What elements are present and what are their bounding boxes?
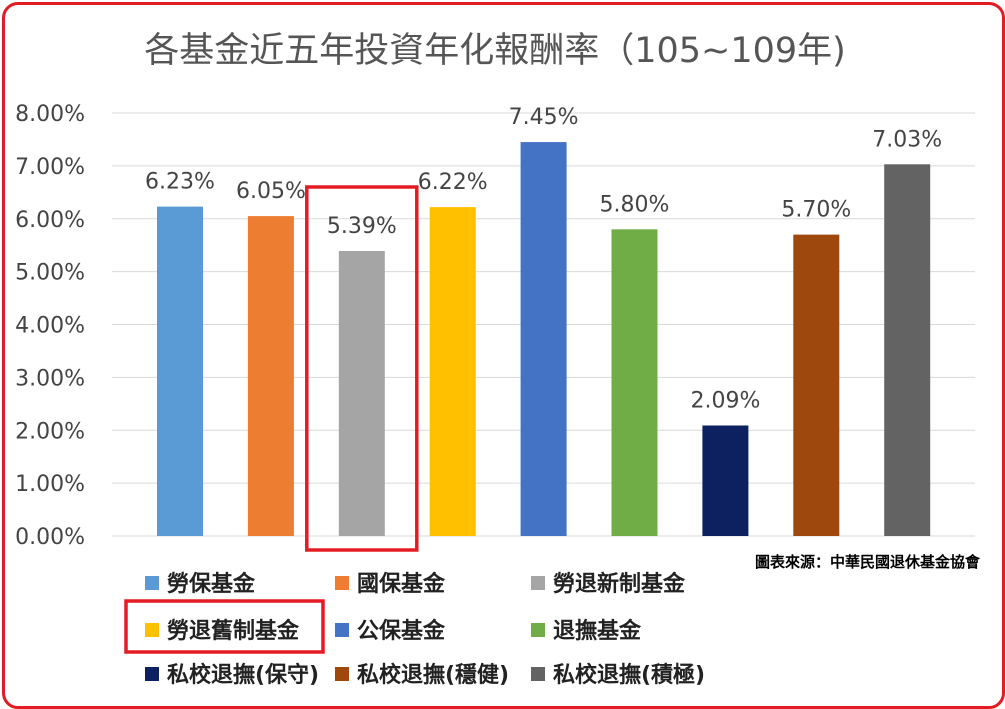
legend-swatch [335,667,349,681]
legend-swatch [335,623,349,637]
bar-3 [338,251,385,536]
y-tick-label: 4.00% [15,314,85,339]
bar-9 [884,164,931,536]
legend-label: 公保基金 [357,618,446,644]
y-tick-label: 7.00% [15,155,85,180]
legend-swatch [145,576,159,590]
data-labels: 6.23% 6.05% 5.39% 6.22% 7.45% 5.80% 2.09% 5.70%… [145,105,942,413]
y-tick-label: 2.00% [15,419,85,444]
legend-label: 私校退撫(保守) [167,662,319,688]
source-note: 圖表來源：中華民國退休基金協會 [755,553,981,571]
legend-label: 國保基金 [357,571,446,597]
legend-swatch [335,576,349,590]
legend-swatch [531,667,545,681]
legend-swatch [145,623,159,637]
chart-title: 各基金近五年投資年化報酬率（105~109年) [144,31,846,71]
legend-label: 私校退撫(穩健) [357,662,509,688]
y-axis-ticks: 0.00% 1.00% 2.00% 3.00% 4.00% 5.00% 6.00% 7.00%… [15,102,85,550]
bar-1 [157,206,203,536]
highlight-box-legend [124,599,325,654]
data-label: 5.80% [600,192,670,217]
data-label: 5.39% [327,214,397,239]
bar-6 [611,229,658,536]
legend-label: 私校退撫(積極) [553,662,705,688]
y-tick-label: 8.00% [15,102,85,127]
legend-label: 退撫基金 [553,618,642,644]
y-tick-label: 6.00% [15,208,85,233]
legend-swatch [531,623,545,637]
bar-5 [520,142,567,537]
bar-2 [247,216,294,536]
y-tick-label: 1.00% [15,472,85,497]
data-label: 6.23% [145,170,215,195]
y-tick-label: 0.00% [15,525,85,550]
bar-8 [793,234,840,537]
y-tick-label: 5.00% [15,261,85,286]
highlight-box-bar [305,185,419,552]
data-label: 6.05% [236,179,306,204]
legend-label: 勞退舊制基金 [167,618,300,644]
bars [157,142,931,537]
legend-label: 勞退新制基金 [553,571,686,597]
data-label: 2.09% [690,388,760,413]
data-label: 5.70% [781,198,851,223]
bar-7 [702,425,749,536]
y-tick-label: 3.00% [15,366,85,391]
data-label: 7.45% [509,105,579,130]
bar-4 [429,207,476,536]
data-label: 6.22% [418,170,488,195]
highlight-boxes [124,185,419,654]
legend-swatch [531,576,545,590]
data-label: 7.03% [872,127,942,152]
legend-swatch [145,667,159,681]
legend-label: 勞保基金 [167,571,256,597]
